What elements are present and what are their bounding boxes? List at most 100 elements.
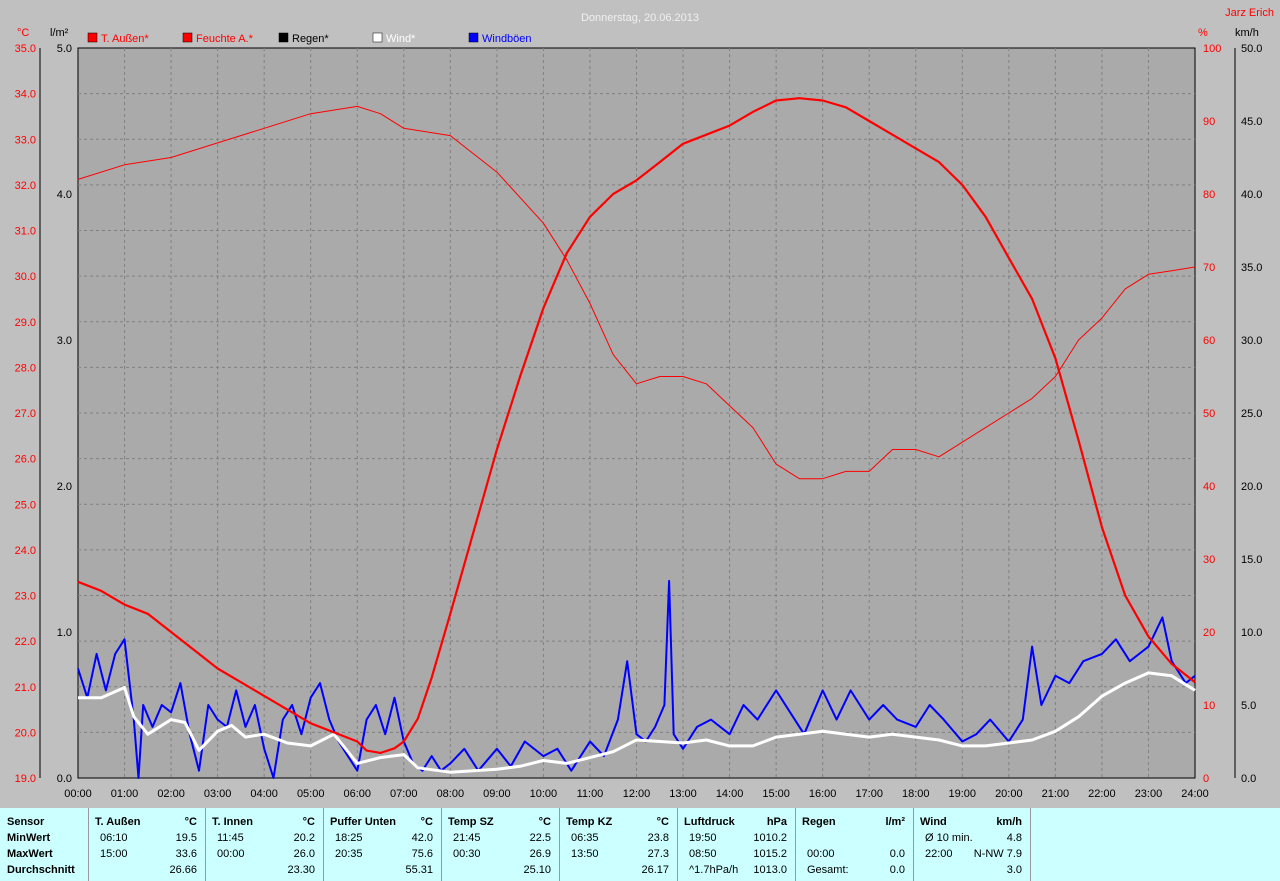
stat-row: Ø 10 min. 4.8 (913, 831, 1030, 845)
stat-cell-left: T. Außen (95, 816, 141, 828)
stat-row: 22:00 N-NW 7.9 (913, 847, 1030, 861)
humidity-tick-label: 10 (1203, 700, 1215, 712)
series-line-wind (78, 671, 1196, 774)
chart-title: Donnerstag, 20.06.2013 (581, 12, 699, 24)
wind-tick-label: 5.0 (1241, 700, 1256, 712)
stat-cell-left: Luftdruck (684, 816, 735, 828)
min-label: MinWert (7, 832, 51, 844)
temp-tick-label: 27.0 (15, 408, 36, 420)
stat-cell-right: 23.30 (287, 864, 315, 876)
wind-tick-label: 40.0 (1241, 189, 1262, 201)
humidity-tick-label: 40 (1203, 481, 1215, 493)
time-tick-label: 11:00 (577, 788, 604, 800)
time-tick-label: 05:00 (297, 788, 325, 800)
stat-row: 25.10 (441, 863, 559, 877)
stat-row: Puffer Unten °C (323, 815, 441, 829)
temp-unit-label: °C (17, 27, 29, 39)
temp-tick-label: 31.0 (15, 226, 36, 238)
avg-label: Durchschnitt (7, 864, 75, 876)
wind-tick-label: 45.0 (1241, 116, 1262, 128)
humidity-tick-label: 100 (1203, 43, 1221, 55)
series-lines (77, 97, 1196, 779)
humidity-unit-label: % (1198, 27, 1208, 39)
stat-cell-left: 15:00 (100, 848, 128, 860)
stat-cell-left: Gesamt: (807, 864, 849, 876)
stat-row: 00:30 26.9 (441, 847, 559, 861)
stat-cell-left: 06:35 (571, 832, 599, 844)
rain-tick-label: 3.0 (57, 335, 72, 347)
legend-swatch (278, 32, 289, 43)
stat-cell-left: 00:30 (453, 848, 481, 860)
wind-unit-label: km/h (1235, 27, 1259, 39)
stat-row: T. Außen °C (88, 815, 205, 829)
legend-swatch (468, 32, 479, 43)
stat-cell-right: 23.8 (647, 832, 669, 844)
temp-tick-label: 33.0 (15, 134, 36, 146)
time-tick-label: 24:00 (1181, 788, 1209, 800)
time-tick-label: 12:00 (623, 788, 651, 800)
time-tick-label: 08:00 (437, 788, 465, 800)
legend-label: Regen* (292, 33, 329, 45)
stat-row: 06:35 23.8 (559, 831, 677, 845)
stat-block: T. Innen °C 11:45 20.2 00:00 26.0 23.30 (205, 808, 324, 881)
stat-row: 19:50 1010.2 (677, 831, 795, 845)
legend-label: Windböen (482, 33, 532, 45)
rain-tick-label: 5.0 (57, 43, 72, 55)
stat-cell-right: 26.17 (641, 864, 669, 876)
stat-cell-right: °C (420, 816, 433, 828)
wind-tick-label: 10.0 (1241, 627, 1262, 639)
stat-cell-right: 1015.2 (753, 848, 787, 860)
stat-cell-left: T. Innen (212, 816, 253, 828)
temp-tick-label: 29.0 (15, 317, 36, 329)
stat-cell-right: 22.5 (529, 832, 551, 844)
time-tick-label: 02:00 (157, 788, 185, 800)
temp-tick-label: 24.0 (15, 545, 36, 557)
time-tick-label: 03:00 (204, 788, 232, 800)
stat-cell-right: 33.6 (175, 848, 197, 860)
stat-row: 26.66 (88, 863, 205, 877)
temp-tick-label: 26.0 (15, 454, 36, 466)
time-tick-label: 06:00 (343, 788, 371, 800)
stat-cell-right: 1013.0 (753, 864, 787, 876)
stat-cell-right: hPa (766, 816, 787, 828)
stat-cell-right: 0.0 (889, 864, 905, 876)
stat-cell-right: 1010.2 (753, 832, 787, 844)
stat-cell-left: 18:25 (335, 832, 363, 844)
stat-row: 00:00 26.0 (205, 847, 323, 861)
stat-cell-right: 26.0 (293, 848, 315, 860)
stat-row: 18:25 42.0 (323, 831, 441, 845)
time-tick-label: 22:00 (1088, 788, 1116, 800)
stat-cell-left: Ø 10 min. (925, 832, 973, 844)
temp-tick-label: 35.0 (15, 43, 36, 55)
time-tick-label: 00:00 (64, 788, 92, 800)
series-line-humidity (77, 105, 1196, 480)
humidity-tick-label: 70 (1203, 262, 1215, 274)
stat-block: Regen l/m² 00:00 0.0 Gesamt: 0.0 (795, 808, 914, 881)
humidity-tick-label: 90 (1203, 116, 1215, 128)
stat-cell-right: 0.0 (889, 848, 905, 860)
stats-panel: Sensor MinWert MaxWert Durchschnitt T. A… (0, 808, 1280, 881)
stat-row: 15:00 33.6 (88, 847, 205, 861)
stat-cell-left: 21:45 (453, 832, 481, 844)
stat-cell-left: 13:50 (571, 848, 599, 860)
time-tick-label: 16:00 (809, 788, 837, 800)
series-line-gusts (77, 579, 1196, 779)
stat-cell-left: 06:10 (100, 832, 128, 844)
stat-cell-right: 20.2 (293, 832, 315, 844)
humidity-tick-label: 80 (1203, 189, 1215, 201)
temp-tick-label: 19.0 (15, 773, 36, 785)
time-tick-label: 23:00 (1135, 788, 1163, 800)
time-tick-label: 10:00 (530, 788, 558, 800)
stat-cell-right: 42.0 (411, 832, 433, 844)
stat-row: 3.0 (913, 863, 1030, 877)
stat-cell-right: 55.31 (405, 864, 433, 876)
rain-tick-label: 0.0 (57, 773, 72, 785)
stat-row: Luftdruck hPa (677, 815, 795, 829)
time-tick-label: 07:00 (390, 788, 418, 800)
stat-cell-left: ^1.7hPa/h (689, 864, 739, 876)
stat-row: Wind km/h (913, 815, 1030, 829)
stat-cell-right: 19.5 (175, 832, 197, 844)
time-tick-label: 13:00 (669, 788, 697, 800)
stat-cell-right: 26.66 (169, 864, 197, 876)
stat-cell-left: 20:35 (335, 848, 363, 860)
